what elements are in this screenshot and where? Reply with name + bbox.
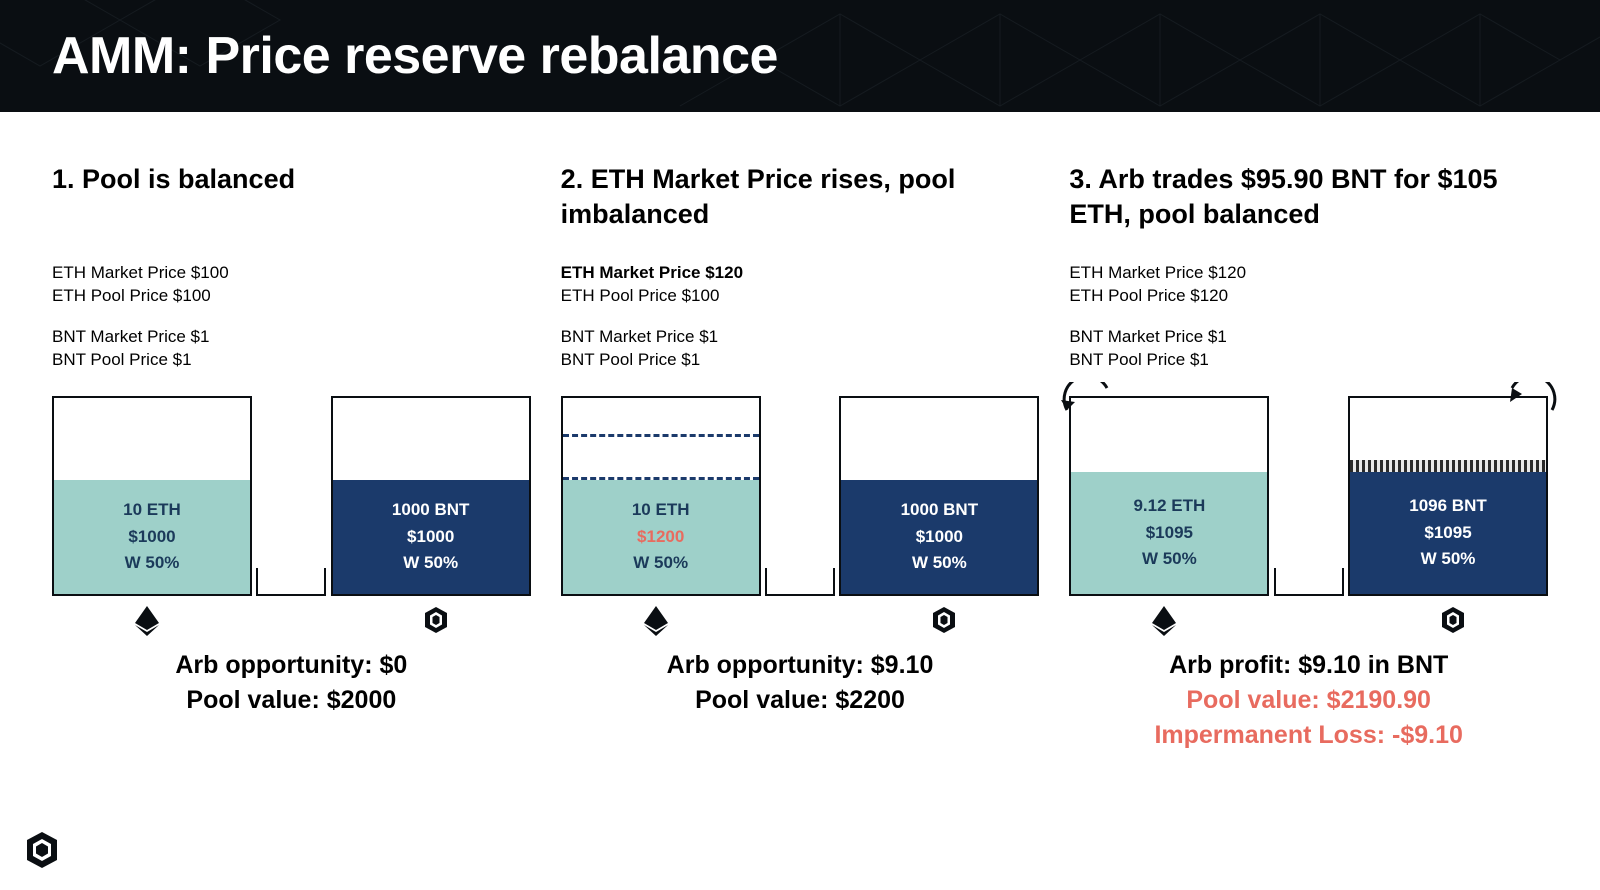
bnt-tank-fill: 1000 BNT $1000 W 50% [333, 480, 529, 594]
dashed-level-fill [563, 477, 759, 480]
bnt-tank: 1000 BNT $1000 W 50% [331, 396, 531, 596]
dashed-level-top [563, 434, 759, 437]
eth-icon [1151, 606, 1177, 636]
step-3-bnt-prices: BNT Market Price $1 BNT Pool Price $1 [1069, 326, 1548, 372]
bnt-market-price: BNT Market Price $1 [561, 326, 1040, 349]
token-icons [561, 606, 1040, 636]
hatch-overflow [1350, 460, 1546, 472]
step-2-summary: Arb opportunity: $9.10 Pool value: $2200 [561, 648, 1040, 718]
bnt-tank-fill: 1096 BNT $1095 W 50% [1350, 472, 1546, 594]
step-3-tanks: 9.12 ETH $1095 W 50% 1096 BNT $1095 W 50… [1069, 396, 1548, 626]
step-3-summary: Arb profit: $9.10 in BNT Pool value: $21… [1069, 648, 1548, 753]
eth-qty: 10 ETH [123, 497, 181, 523]
bnt-pool-price: BNT Pool Price $1 [52, 349, 531, 372]
token-icons [52, 606, 531, 636]
bnt-value: $1095 [1424, 520, 1471, 546]
eth-tank: 10 ETH $1000 W 50% [52, 396, 252, 596]
eth-pool-price: ETH Pool Price $120 [1069, 285, 1548, 308]
bnt-qty: 1096 BNT [1409, 493, 1486, 519]
step-2-tanks: 10 ETH $1200 W 50% 1000 BNT $1000 W 50% [561, 396, 1040, 626]
eth-weight: W 50% [633, 550, 688, 576]
eth-tank-fill: 9.12 ETH $1095 W 50% [1071, 472, 1267, 594]
eth-market-price: ETH Market Price $120 [561, 262, 1040, 285]
bnt-weight: W 50% [403, 550, 458, 576]
content-row: 1. Pool is balanced ETH Market Price $10… [0, 112, 1600, 753]
bnt-pool-price: BNT Pool Price $1 [1069, 349, 1548, 372]
bnt-pool-price: BNT Pool Price $1 [561, 349, 1040, 372]
step-2-eth-prices: ETH Market Price $120 ETH Pool Price $10… [561, 262, 1040, 308]
arrow-up-icon [650, 440, 672, 476]
bnt-market-price: BNT Market Price $1 [1069, 326, 1548, 349]
curved-arrow-in-icon [1500, 382, 1560, 430]
bnt-qty: 1000 BNT [901, 497, 978, 523]
step-3-title: 3. Arb trades $95.90 BNT for $105 ETH, p… [1069, 162, 1548, 234]
token-icons [1069, 606, 1548, 636]
impermanent-loss-line: Impermanent Loss: -$9.10 [1069, 718, 1548, 753]
bnt-tank-fill: 1000 BNT $1000 W 50% [841, 480, 1037, 594]
eth-pool-price: ETH Pool Price $100 [561, 285, 1040, 308]
eth-value: $1200 [637, 524, 684, 550]
eth-tank: 10 ETH $1200 W 50% [561, 396, 761, 596]
curved-arrow-out-icon [1057, 382, 1117, 430]
step-1-bnt-prices: BNT Market Price $1 BNT Pool Price $1 [52, 326, 531, 372]
eth-weight: W 50% [1142, 546, 1197, 572]
arb-line: Arb profit: $9.10 in BNT [1069, 648, 1548, 683]
bnt-weight: W 50% [912, 550, 967, 576]
eth-market-price: ETH Market Price $120 [1069, 262, 1548, 285]
bnt-value: $1000 [916, 524, 963, 550]
bnt-icon [1440, 606, 1466, 636]
step-2-title: 2. ETH Market Price rises, pool imbalanc… [561, 162, 1040, 234]
bnt-tank: 1000 BNT $1000 W 50% [839, 396, 1039, 596]
eth-value: $1000 [128, 524, 175, 550]
eth-market-price: ETH Market Price $100 [52, 262, 531, 285]
bnt-value: $1000 [407, 524, 454, 550]
step-2: 2. ETH Market Price rises, pool imbalanc… [561, 162, 1040, 753]
pool-value-line: Pool value: $2000 [52, 683, 531, 718]
page-title: AMM: Price reserve rebalance [52, 26, 778, 86]
step-3: 3. Arb trades $95.90 BNT for $105 ETH, p… [1069, 162, 1548, 753]
step-2-bnt-prices: BNT Market Price $1 BNT Pool Price $1 [561, 326, 1040, 372]
bnt-icon [423, 606, 449, 636]
eth-qty: 9.12 ETH [1133, 493, 1205, 519]
tank-connector [1274, 568, 1344, 596]
step-3-eth-prices: ETH Market Price $120 ETH Pool Price $12… [1069, 262, 1548, 308]
eth-value: $1095 [1146, 520, 1193, 546]
eth-qty: 10 ETH [632, 497, 690, 523]
eth-pool-price: ETH Pool Price $100 [52, 285, 531, 308]
eth-icon [643, 606, 669, 636]
arb-line: Arb opportunity: $0 [52, 648, 531, 683]
step-1-eth-prices: ETH Market Price $100 ETH Pool Price $10… [52, 262, 531, 308]
bnt-market-price: BNT Market Price $1 [52, 326, 531, 349]
step-1-summary: Arb opportunity: $0 Pool value: $2000 [52, 648, 531, 718]
step-1-tanks: 10 ETH $1000 W 50% 1000 BNT $1000 W 50% [52, 396, 531, 626]
tank-connector [765, 568, 835, 596]
eth-tank-fill: 10 ETH $1200 W 50% [563, 480, 759, 594]
pool-value-line: Pool value: $2190.90 [1069, 683, 1548, 718]
pool-value-line: Pool value: $2200 [561, 683, 1040, 718]
step-1-title: 1. Pool is balanced [52, 162, 531, 234]
header-bar: AMM: Price reserve rebalance [0, 0, 1600, 112]
step-1: 1. Pool is balanced ETH Market Price $10… [52, 162, 531, 753]
eth-icon [134, 606, 160, 636]
bnt-qty: 1000 BNT [392, 497, 469, 523]
eth-weight: W 50% [125, 550, 180, 576]
bnt-icon [931, 606, 957, 636]
tank-connector [256, 568, 326, 596]
eth-tank-fill: 10 ETH $1000 W 50% [54, 480, 250, 594]
bnt-weight: W 50% [1421, 546, 1476, 572]
arb-line: Arb opportunity: $9.10 [561, 648, 1040, 683]
bancor-logo-icon [24, 830, 60, 870]
